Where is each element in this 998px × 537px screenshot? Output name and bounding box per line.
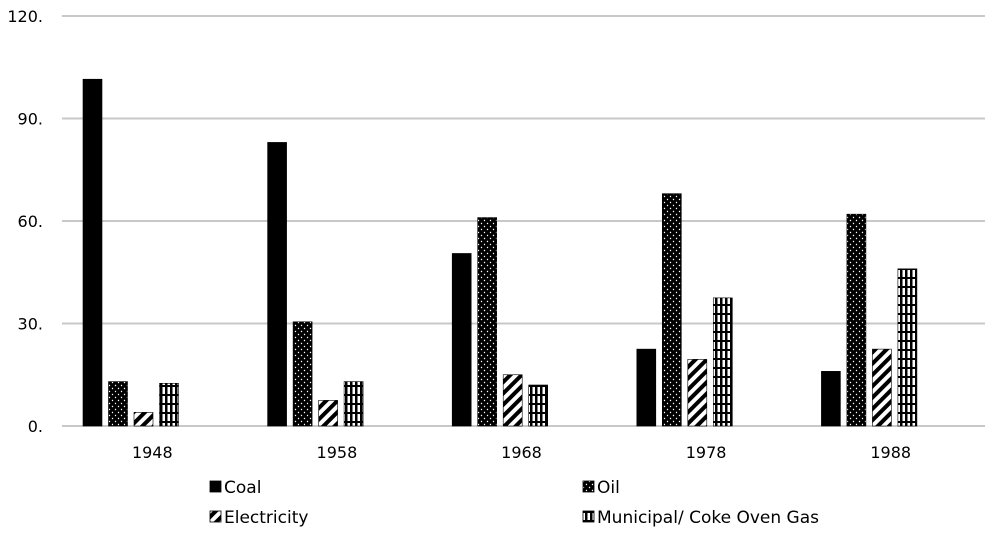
bars: [82, 78, 918, 427]
y-axis-ticks: 0. 30. 60. 90. 120.: [7, 7, 43, 436]
y-tick-label: 60.: [18, 212, 43, 231]
bar-oil-1968: [477, 217, 498, 427]
x-tick-label: 1978: [686, 443, 727, 462]
x-tick-label: 1988: [870, 443, 911, 462]
grid-lines: [62, 15, 985, 427]
y-tick-label: 30.: [18, 315, 43, 334]
y-tick-label: 0.: [28, 417, 43, 436]
bar-coal-1958: [267, 142, 287, 427]
bar-municipal-coke-oven-gas-1958: [343, 381, 364, 427]
bar-oil-1958: [292, 321, 313, 427]
legend-swatch: [582, 510, 595, 523]
x-tick-label: 1958: [317, 443, 358, 462]
bar-electricity-1988: [872, 348, 892, 427]
x-axis-ticks: 1948 1958 1968 1978 1988: [132, 443, 911, 462]
y-tick-label: 120.: [7, 7, 43, 26]
bar-oil-1978: [661, 193, 682, 427]
bar-electricity-1968: [502, 374, 523, 427]
legend-label: Coal: [224, 478, 261, 498]
legend-swatch: [209, 510, 222, 523]
legend-label: Oil: [597, 478, 620, 498]
legend: Coal Oil Electricity Municipal/ Coke Oven G…: [209, 478, 819, 528]
x-tick-label: 1948: [132, 443, 173, 462]
legend-swatch: [209, 480, 222, 493]
legend-label: Electricity: [224, 508, 308, 528]
bar-municipal-coke-oven-gas-1948: [159, 382, 179, 427]
bar-oil-1988: [846, 213, 867, 427]
bar-coal-1988: [821, 371, 841, 427]
bar-coal-1948: [82, 78, 103, 427]
x-tick-label: 1968: [501, 443, 542, 462]
bar-electricity-1958: [318, 400, 338, 427]
legend-swatch: [582, 480, 595, 493]
y-tick-label: 90.: [18, 110, 43, 129]
bar-coal-1978: [636, 348, 657, 427]
bar-oil-1948: [108, 381, 128, 427]
bar-municipal-coke-oven-gas-1988: [897, 268, 918, 427]
bar-electricity-1978: [687, 359, 708, 427]
bar-coal-1968: [451, 253, 472, 427]
legend-label: Municipal/ Coke Oven Gas: [597, 508, 819, 528]
bar-municipal-coke-oven-gas-1978: [712, 297, 733, 427]
bar-electricity-1948: [133, 412, 154, 427]
bar-municipal-coke-oven-gas-1968: [528, 384, 549, 427]
